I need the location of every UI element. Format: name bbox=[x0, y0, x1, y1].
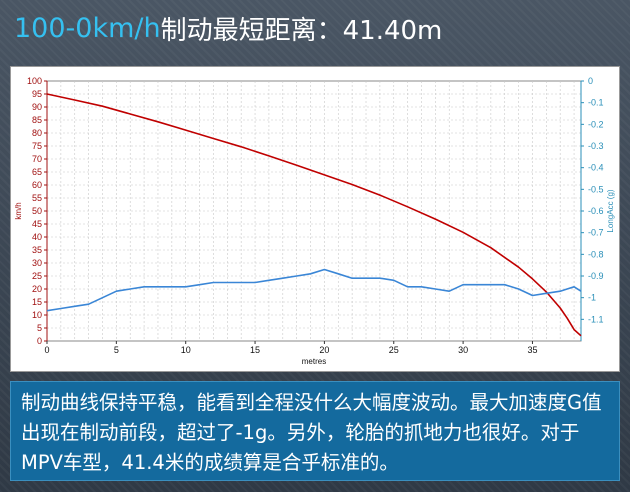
y-right-tick-label: -0.1 bbox=[588, 98, 604, 108]
x-tick-label: 25 bbox=[389, 345, 399, 355]
x-tick-label: 0 bbox=[44, 345, 49, 355]
y-left-tick-label: 0 bbox=[37, 336, 42, 346]
page-title: 100-0km/h 制动最短距离：41.40m bbox=[0, 0, 630, 56]
y-left-tick-label: 50 bbox=[32, 206, 42, 216]
y-left-tick-label: 20 bbox=[32, 284, 42, 294]
y-left-tick-label: 5 bbox=[37, 323, 42, 333]
y-left-tick-label: 70 bbox=[32, 154, 42, 164]
y-left-tick-label: 60 bbox=[32, 180, 42, 190]
x-tick-label: 30 bbox=[458, 345, 468, 355]
x-tick-label: 5 bbox=[114, 345, 119, 355]
accel-series-line bbox=[46, 268, 582, 312]
y-left-tick-label: 40 bbox=[32, 232, 42, 242]
y-left-tick-label: 30 bbox=[32, 258, 42, 268]
y-left-tick-label: 25 bbox=[32, 271, 42, 281]
x-axis-label: metres bbox=[302, 357, 326, 366]
y-right-tick-label: -0.6 bbox=[588, 206, 604, 216]
y-left-tick-label: 10 bbox=[32, 310, 42, 320]
y-left-tick-label: 15 bbox=[32, 297, 42, 307]
chart-panel: 0 5 10 15 20 25 30 35 40 45 50 55 60 65 70 75 80 85 90 95 10… bbox=[10, 66, 620, 372]
y-left-tick-label: 85 bbox=[32, 115, 42, 125]
x-tick-label: 10 bbox=[181, 345, 191, 355]
y-left-tick-label: 75 bbox=[32, 141, 42, 151]
y-right-tick-label: -0.3 bbox=[588, 141, 604, 151]
y-left-axis-label: km/h bbox=[14, 202, 23, 219]
x-tick-label: 35 bbox=[527, 345, 537, 355]
y-right-tick-label: -0.9 bbox=[588, 271, 604, 281]
y-right-tick-label: -0.7 bbox=[588, 228, 604, 238]
y-left-tick-label: 95 bbox=[32, 89, 42, 99]
y-right-tick-label: -0.4 bbox=[588, 163, 604, 173]
title-text: 制动最短距离：41.40m bbox=[160, 15, 443, 46]
caption-box: 制动曲线保持平稳，能看到全程没什么大幅度波动。最大加速度G值出现在制动前段，超过… bbox=[10, 381, 620, 481]
y-left-tick-label: 55 bbox=[32, 193, 42, 203]
y-right-axis-label: LongAcc (g) bbox=[606, 189, 615, 232]
y-left-tick-label: 100 bbox=[27, 76, 42, 86]
y-left-tick-label: 90 bbox=[32, 102, 42, 112]
braking-chart: 0510152025303540455055606570758085909510… bbox=[14, 76, 615, 366]
y-left-tick-label: 65 bbox=[32, 167, 42, 177]
y-right-tick-label: -1.1 bbox=[588, 314, 604, 324]
title-highlight: 100-0km/h bbox=[14, 12, 161, 44]
caption-text: 制动曲线保持平稳，能看到全程没什么大幅度波动。最大加速度G值出现在制动前段，超过… bbox=[21, 391, 602, 474]
speed-series-line bbox=[46, 93, 582, 337]
y-right-tick-label: -1 bbox=[588, 293, 596, 303]
y-right-tick-label: -0.5 bbox=[588, 184, 604, 194]
x-tick-label: 15 bbox=[250, 345, 260, 355]
y-right-tick-label: 0 bbox=[588, 76, 593, 86]
y-left-tick-label: 45 bbox=[32, 219, 42, 229]
y-right-tick-label: -0.8 bbox=[588, 249, 604, 259]
y-left-tick-label: 80 bbox=[32, 128, 42, 138]
x-tick-label: 20 bbox=[319, 345, 329, 355]
y-left-tick-label: 35 bbox=[32, 245, 42, 255]
y-right-tick-label: -0.2 bbox=[588, 119, 604, 129]
